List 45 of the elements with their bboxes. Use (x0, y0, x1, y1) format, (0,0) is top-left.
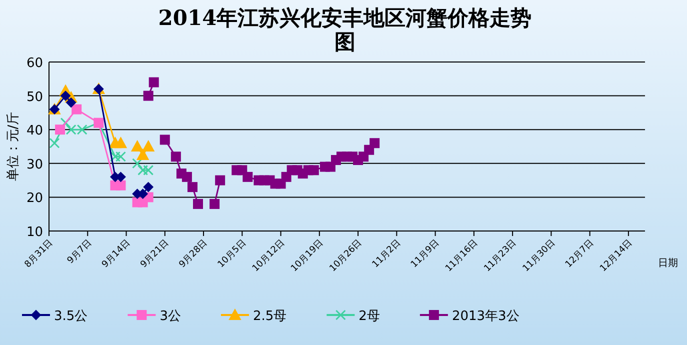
point (66, 98, 76, 108)
legend-label: 2母 (358, 309, 380, 324)
x-tick-label: 11月30日 (521, 238, 558, 274)
x-tick-label: 9月7日 (66, 238, 94, 266)
point (187, 182, 198, 192)
x-tick-label: 12月14日 (598, 238, 635, 274)
point (370, 138, 380, 148)
point (72, 104, 82, 114)
point (170, 152, 181, 162)
x-tick-label: 11月16日 (444, 238, 480, 274)
y-tick-label: 60 (26, 56, 43, 71)
point (215, 175, 226, 186)
y-tick-label: 40 (26, 124, 43, 139)
legend-label: 2.5母 (252, 309, 287, 324)
x-tick-label: 9月21日 (139, 238, 172, 270)
y-tick-label: 50 (26, 90, 43, 105)
x-tick-label: 10月19日 (290, 238, 326, 274)
x-tick-label: 10月26日 (328, 238, 364, 274)
point (242, 172, 253, 182)
point (160, 134, 170, 145)
x-tick-label: 10月5日 (216, 238, 248, 270)
x-tick-label: 8月31日 (23, 238, 56, 270)
legend-label: 3公 (160, 309, 181, 324)
x-tick-label: 9月28日 (178, 238, 210, 270)
x-tick-label: 12月7日 (564, 238, 596, 270)
legend-label: 3.5公 (54, 309, 88, 324)
x-tick-label: 11月2日 (370, 238, 403, 270)
chart-title: 2014年江苏兴化安丰地区河蟹价格走势图 (157, 5, 533, 54)
point (60, 90, 71, 101)
point (182, 172, 192, 182)
x-tick-label: 11月9日 (409, 238, 442, 270)
x-axis-title: 日期 (658, 257, 678, 269)
y-tick-label: 30 (26, 157, 43, 172)
x-tick-label: 11月23日 (482, 238, 519, 274)
point (143, 90, 154, 101)
x-tick-label: 10月12日 (250, 238, 287, 274)
point (193, 198, 203, 209)
point (210, 198, 220, 209)
y-axis-title: 单位：元/斤 (6, 112, 21, 182)
x-tick-label: 9月14日 (100, 238, 132, 270)
y-tick-label: 20 (26, 191, 43, 206)
legend-label: 2013年3公 (452, 309, 520, 324)
point (148, 77, 159, 88)
point (308, 165, 319, 176)
y-tick-label: 10 (26, 225, 43, 240)
